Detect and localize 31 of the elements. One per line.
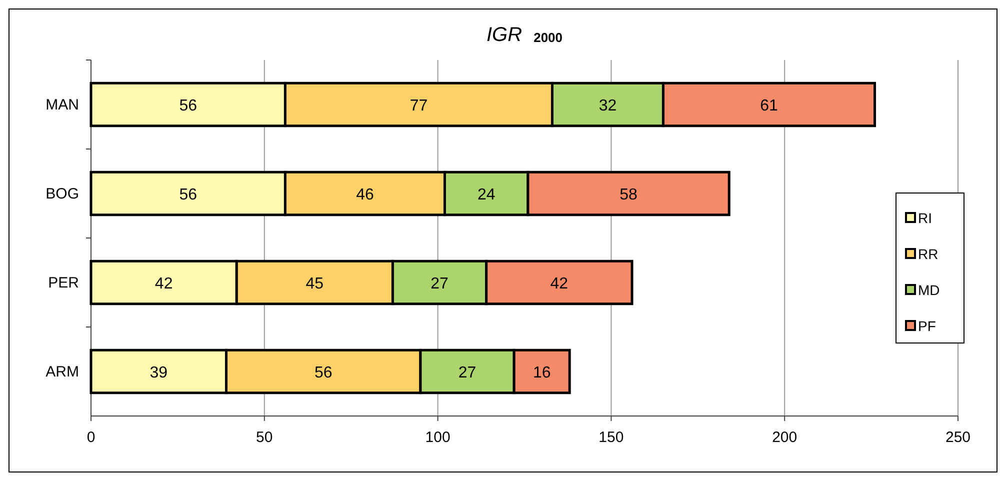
data-label: 77: [410, 98, 428, 114]
x-tick-label: 250: [945, 429, 971, 446]
y-tick-label: BOG: [46, 186, 79, 202]
y-tick-label: PER: [48, 274, 80, 292]
data-label: 61: [760, 98, 778, 114]
data-label: 27: [430, 276, 449, 292]
x-tick-label: 200: [772, 429, 798, 446]
data-label: 58: [620, 186, 638, 204]
y-tick-label: MAN: [46, 96, 79, 114]
legend-label: PF: [918, 318, 936, 334]
chart-title: IGR 2000: [486, 24, 563, 46]
x-tick-label: 100: [425, 429, 450, 446]
data-label: 56: [314, 364, 332, 382]
data-label: 56: [179, 186, 198, 204]
data-label: 56: [179, 98, 198, 114]
y-tick-label: ARM: [46, 364, 79, 380]
data-label: 24: [477, 186, 496, 204]
x-tick-label: 50: [256, 429, 273, 446]
x-tick-label: 0: [86, 429, 96, 446]
data-label: 27: [458, 364, 476, 382]
data-label: 32: [598, 98, 617, 114]
data-label: 42: [550, 276, 568, 292]
legend-label: RI: [918, 210, 932, 226]
data-label: 46: [356, 186, 374, 204]
data-label: 42: [154, 276, 173, 292]
data-label: 39: [150, 364, 168, 382]
legend-label: MD: [918, 282, 940, 298]
legend-label: RR: [918, 246, 938, 262]
data-label: 16: [532, 364, 551, 382]
data-label: 45: [306, 276, 324, 292]
x-tick-label: 150: [598, 429, 624, 446]
